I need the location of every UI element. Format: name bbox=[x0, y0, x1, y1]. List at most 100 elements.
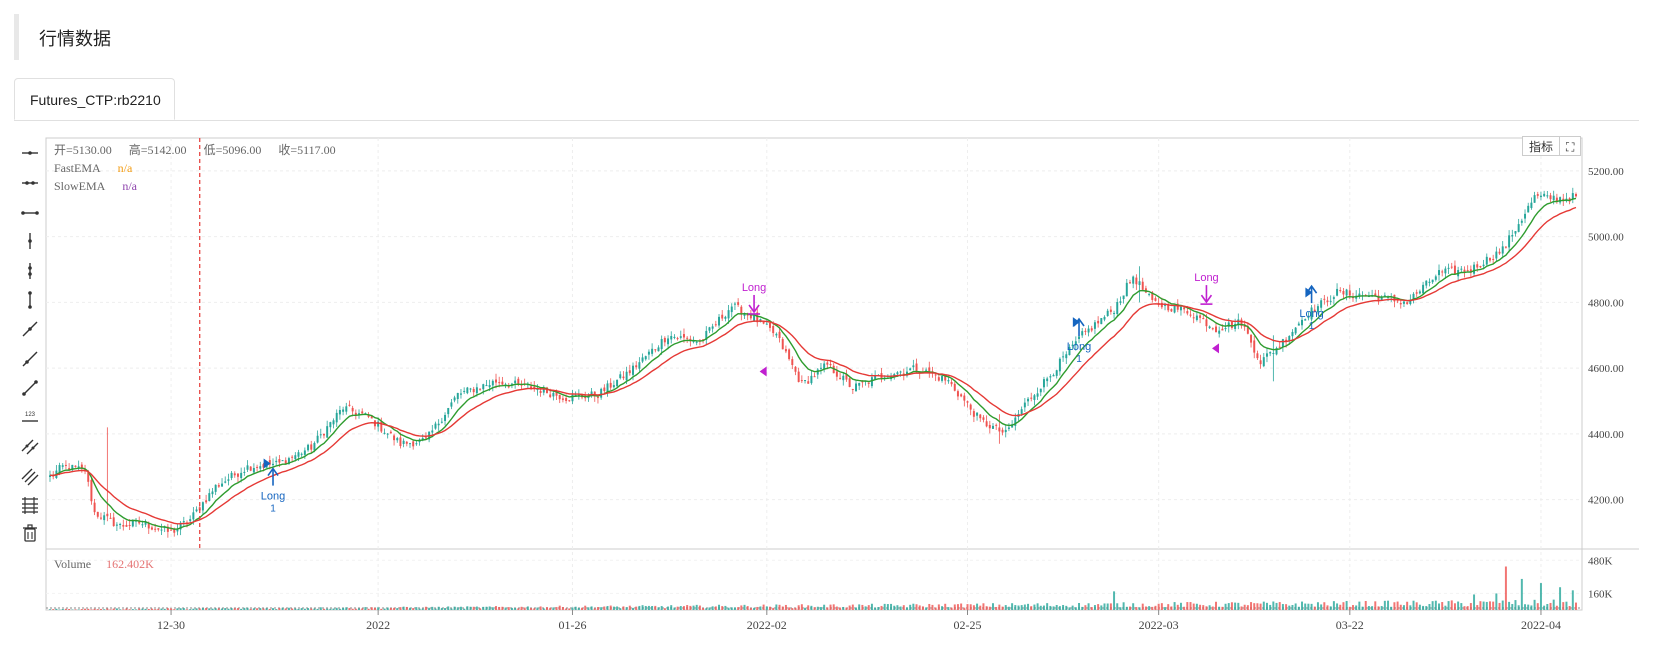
candle-body bbox=[972, 411, 975, 417]
candle-body bbox=[625, 371, 628, 381]
volume-bar bbox=[603, 606, 606, 610]
candle-body bbox=[1170, 309, 1173, 312]
vertical-segment-icon[interactable] bbox=[20, 290, 40, 310]
candle-body bbox=[651, 348, 654, 354]
page-header: 行情数据 bbox=[14, 14, 1634, 60]
candle-body bbox=[721, 314, 724, 319]
candle-body bbox=[561, 398, 564, 400]
price-label-icon[interactable]: 123 bbox=[20, 408, 40, 428]
trash-icon[interactable] bbox=[20, 523, 40, 543]
buy-marker bbox=[1305, 287, 1313, 298]
volume-bar bbox=[80, 609, 83, 610]
volume-bar bbox=[1164, 607, 1167, 610]
horizontal-ray-icon[interactable] bbox=[20, 173, 40, 193]
volume-bar bbox=[918, 605, 921, 610]
fast-ema-legend[interactable]: FastEMA n/a bbox=[54, 159, 350, 177]
candle-body bbox=[112, 517, 115, 527]
candle-body bbox=[1383, 295, 1386, 297]
volume-bar bbox=[1466, 606, 1469, 610]
volume-bar bbox=[1546, 604, 1549, 610]
buy-arrow-head bbox=[1073, 317, 1085, 327]
parallel-channel-icon[interactable] bbox=[20, 436, 40, 456]
trend-line-icon[interactable] bbox=[20, 319, 40, 339]
candle-body bbox=[753, 314, 756, 321]
horizontal-segment-icon[interactable] bbox=[20, 203, 40, 223]
signal-label: Long bbox=[1299, 308, 1323, 320]
vertical-ray-icon[interactable] bbox=[20, 261, 40, 281]
candle-body bbox=[660, 339, 663, 350]
tab-rb2210[interactable]: Futures_CTP:rb2210 bbox=[14, 78, 175, 120]
candle-body bbox=[1179, 306, 1182, 311]
volume-bar bbox=[765, 606, 768, 610]
candle-body bbox=[402, 440, 405, 444]
page-title: 行情数据 bbox=[39, 29, 111, 49]
volume-bar bbox=[1399, 604, 1402, 610]
fib-lines-icon[interactable] bbox=[20, 495, 40, 515]
candle-body bbox=[667, 338, 670, 345]
candle-body bbox=[1281, 339, 1284, 347]
volume-bar bbox=[1520, 578, 1523, 610]
candle-body bbox=[510, 383, 513, 385]
volume-bar bbox=[510, 607, 513, 610]
buy-marker bbox=[263, 458, 271, 469]
volume-bar bbox=[265, 608, 268, 610]
volume-bar bbox=[131, 609, 134, 610]
candle-body bbox=[985, 421, 988, 427]
segment-icon[interactable] bbox=[20, 378, 40, 398]
vertical-line-icon[interactable] bbox=[20, 231, 40, 251]
candle-body bbox=[616, 379, 619, 387]
volume-bar bbox=[590, 606, 593, 610]
fullscreen-button[interactable]: ⛶ bbox=[1560, 136, 1582, 156]
candle-body bbox=[434, 423, 437, 429]
candle-body bbox=[68, 468, 71, 471]
volume-bar bbox=[128, 609, 131, 610]
volume-bar bbox=[351, 608, 354, 610]
volume-bar bbox=[839, 607, 842, 610]
volume-bar bbox=[157, 608, 160, 610]
volume-bar bbox=[440, 607, 443, 610]
candle-body bbox=[714, 324, 717, 326]
volume-bar bbox=[1504, 566, 1507, 610]
volume-bar bbox=[147, 608, 150, 610]
candle-body bbox=[1081, 331, 1084, 336]
volume-bar bbox=[176, 608, 179, 610]
volume-bar bbox=[224, 608, 227, 610]
candle-body bbox=[1195, 315, 1198, 320]
candle-body bbox=[249, 466, 252, 471]
candle-body bbox=[463, 390, 466, 392]
horizontal-line-icon[interactable] bbox=[20, 143, 40, 163]
candle-body bbox=[294, 455, 297, 460]
volume-bar bbox=[144, 608, 147, 610]
volume-bar bbox=[482, 606, 485, 610]
fast-ema-label: FastEMA bbox=[54, 161, 101, 175]
volume-bar bbox=[969, 604, 972, 610]
multi-line-icon[interactable] bbox=[20, 466, 40, 486]
volume-legend[interactable]: Volume 162.402K bbox=[54, 557, 154, 572]
volume-bar bbox=[545, 607, 548, 610]
candle-body bbox=[1488, 258, 1491, 261]
slow-ema-legend[interactable]: SlowEMA n/a bbox=[54, 177, 350, 195]
volume-bar bbox=[612, 606, 615, 610]
volume-bar bbox=[1422, 605, 1425, 610]
candle-body bbox=[1116, 302, 1119, 315]
volume-bar bbox=[609, 605, 612, 610]
candle-body bbox=[1246, 326, 1249, 334]
volume-bar bbox=[947, 607, 950, 610]
ray-icon[interactable] bbox=[20, 349, 40, 369]
volume-bar bbox=[240, 608, 243, 610]
volume-bar bbox=[523, 607, 526, 610]
volume-bar bbox=[342, 607, 345, 610]
volume-bar bbox=[600, 607, 603, 610]
indicator-button[interactable]: 指标 bbox=[1522, 136, 1561, 156]
candle-body bbox=[1511, 235, 1514, 237]
candle-body bbox=[278, 459, 281, 463]
volume-bar bbox=[845, 607, 848, 610]
volume-bar bbox=[1409, 605, 1412, 610]
volume-bar bbox=[198, 608, 201, 610]
volume-bar bbox=[960, 603, 963, 610]
volume-bar bbox=[186, 609, 188, 610]
candle-body bbox=[115, 524, 118, 526]
volume-bar bbox=[654, 605, 657, 610]
volume-bar bbox=[934, 607, 937, 610]
